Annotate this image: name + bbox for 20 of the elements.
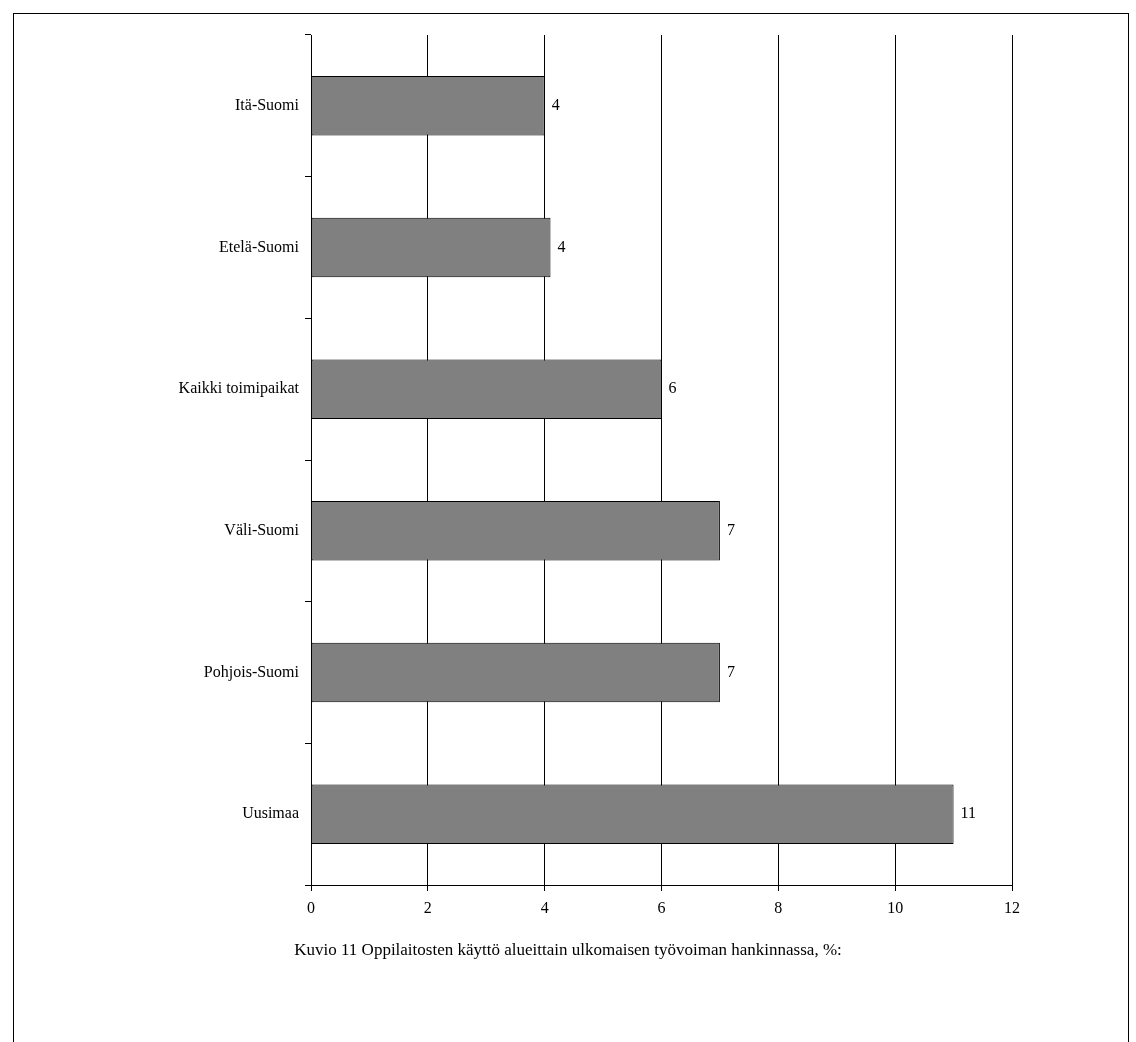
data-label: 7 xyxy=(726,662,735,680)
y-tick-label: Kaikki toimipaikat xyxy=(178,379,300,398)
data-label: 7 xyxy=(726,521,735,539)
x-tick-label: 10 xyxy=(887,898,904,916)
x-tick-label: 4 xyxy=(540,898,549,916)
x-tick-label: 2 xyxy=(423,898,432,916)
x-tick-label: 0 xyxy=(307,898,315,916)
x-tick-label: 6 xyxy=(657,898,666,916)
data-label: 4 xyxy=(551,96,560,114)
text: Kuvio 11 Oppilaitosten käyttö alueittain ulkomaisen työvoiman hankinnassa, %: xyxy=(293,940,843,960)
data-label: 4 xyxy=(557,237,566,255)
y-tick-label: Itä-Suomi xyxy=(235,96,300,114)
data-label: 6 xyxy=(668,379,677,397)
y-tick-label: Väli-Suomi xyxy=(224,521,300,539)
data-label: 11 xyxy=(960,804,976,822)
x-tick-label: 12 xyxy=(1004,898,1020,916)
y-tick-label: Pohjois-Suomi xyxy=(203,662,300,681)
y-tick-label: Uusimaa xyxy=(242,804,299,822)
y-tick-label: Etelä-Suomi xyxy=(219,237,300,255)
x-tick-label: 8 xyxy=(774,898,783,916)
